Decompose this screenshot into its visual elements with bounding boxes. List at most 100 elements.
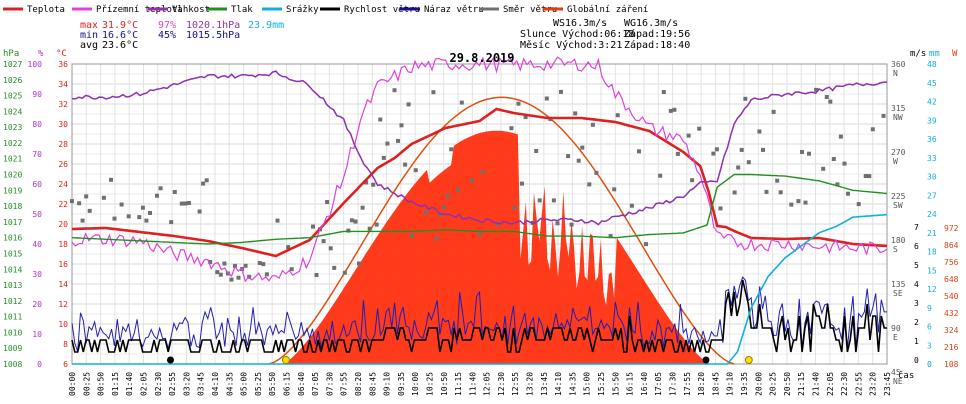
- wind-direction-point: [587, 182, 592, 187]
- pressure-tick-label: 1021: [3, 155, 22, 164]
- radiation-tick-label: 756: [944, 258, 959, 267]
- legend-label: Směr větru: [503, 5, 557, 15]
- stats-panel: max 31.9°C 97% 1020.1hPa 23.9mm min 16.6…: [80, 20, 284, 51]
- legend-label: Přízemní teplota: [96, 5, 183, 15]
- radiation-tick-label: 864: [944, 241, 959, 250]
- wind-direction-point: [668, 108, 673, 113]
- series-line-teplota: [71, 107, 888, 258]
- wind-direction-point: [675, 151, 680, 156]
- wind-direction-point: [236, 275, 241, 280]
- rain-tick-label: 27: [927, 191, 937, 200]
- wind-direction-point: [172, 190, 177, 194]
- legend-label: Globální záření: [567, 5, 648, 15]
- direction-tick-compass: S: [893, 245, 898, 254]
- time-tick-label: 16:15: [626, 372, 635, 396]
- temperature-tick-label: 16: [58, 260, 68, 269]
- info-ws: WS16.3m/s: [553, 18, 607, 29]
- direction-tick-label: 135: [891, 280, 906, 289]
- time-tick-label: 21:40: [812, 372, 821, 396]
- temperature-tick-label: 32: [58, 100, 68, 109]
- wind-tick-label: 6: [914, 242, 919, 251]
- stat-max-rain: 23.9mm: [248, 20, 284, 31]
- wind-direction-point: [736, 165, 741, 170]
- wind-direction-point: [686, 133, 691, 138]
- time-tick-label: 12:30: [497, 372, 506, 396]
- wind-direction-point: [438, 213, 443, 217]
- rain-tick-label: 6: [927, 323, 932, 332]
- wind-direction-point: [378, 117, 383, 122]
- time-tick-label: 10:50: [440, 372, 449, 396]
- wind-direction-point: [838, 134, 843, 139]
- time-tick-label: 17:55: [683, 372, 692, 396]
- wind-direction-point: [257, 261, 262, 265]
- wind-layer: [71, 276, 887, 353]
- rain-tick-label: 39: [927, 116, 937, 125]
- radiation-tick-label: 432: [944, 309, 959, 318]
- humidity-tick-label: 20: [32, 300, 42, 309]
- wind-direction-point: [534, 149, 539, 153]
- temperature-tick-label: 12: [58, 300, 68, 309]
- wind-direction-point: [328, 246, 333, 251]
- humidity-tick-label: 40: [32, 240, 42, 249]
- wind-speed-line: [71, 279, 887, 353]
- direction-tick-label: 180: [891, 236, 906, 245]
- wind-direction-point: [431, 90, 436, 95]
- time-tick-label: 13:45: [540, 372, 549, 396]
- rain-tick-label: 12: [927, 285, 937, 294]
- rain-tick-label: 33: [927, 154, 937, 163]
- direction-tick-label: 45: [891, 368, 901, 377]
- time-tick-label: 22:30: [840, 372, 849, 396]
- radiation-tick-label: 972: [944, 224, 959, 233]
- direction-tick-label: 225: [891, 192, 906, 201]
- wind-direction-point: [445, 193, 450, 198]
- time-tick-label: 09:35: [397, 372, 406, 396]
- pressure-tick-label: 1012: [3, 297, 22, 306]
- wind-direction-point: [396, 138, 400, 143]
- time-tick-label: 17:30: [669, 372, 678, 396]
- rain-tick-label: 45: [927, 79, 937, 88]
- pressure-tick-label: 1022: [3, 139, 22, 148]
- time-tick-label: 11:15: [454, 372, 463, 396]
- wind-direction-point: [580, 145, 585, 150]
- humidity-tick-label: 50: [32, 210, 42, 219]
- time-tick-label: 08:20: [354, 372, 363, 396]
- pressure-tick-label: 1024: [3, 107, 22, 116]
- wind-direction-point: [126, 214, 131, 219]
- rain-tick-label: 18: [927, 248, 937, 257]
- wind-direction-point: [615, 113, 620, 118]
- wind-direction-point: [512, 205, 517, 210]
- wind-direction-point: [757, 129, 762, 134]
- humidity-tick-label: 0: [37, 360, 42, 369]
- wind-direction-point: [208, 260, 213, 264]
- wind-direction-point: [796, 199, 801, 204]
- humidity-tick-label: 80: [32, 120, 42, 129]
- wind-direction-point: [608, 234, 613, 239]
- wind-direction-point: [204, 178, 209, 183]
- time-tick-label: 11:40: [468, 372, 477, 396]
- time-tick-label: 23:45: [883, 372, 892, 396]
- legend-label: Tlak: [231, 5, 253, 15]
- wind-direction-point: [374, 222, 379, 227]
- time-tick-label: 18:20: [697, 372, 706, 396]
- wind-direction-point: [148, 211, 152, 215]
- wind-direction-point: [442, 205, 447, 210]
- series-line-vlhkost: [71, 70, 888, 226]
- info-sun-set: Západ:19:56: [624, 28, 690, 40]
- time-tick-label: 13:20: [526, 372, 535, 396]
- wind-direction-point: [367, 226, 372, 231]
- radiation-theoretical-line: [268, 96, 735, 365]
- wind-direction-point: [410, 234, 415, 238]
- direction-tick-compass: E: [893, 333, 898, 342]
- time-tick-label: 06:15: [282, 372, 291, 396]
- series-line-prizemni-teplota: [71, 56, 888, 283]
- wind-direction-point: [824, 95, 829, 99]
- wind-direction-point: [831, 157, 836, 161]
- time-tick-label: 16:40: [640, 372, 649, 396]
- time-tick-label: 03:20: [182, 372, 191, 396]
- wind-direction-point: [360, 205, 365, 210]
- temperature-tick-label: 20: [58, 220, 68, 229]
- time-tick-label: 12:05: [483, 372, 492, 396]
- wind-direction-point: [197, 209, 202, 214]
- wind-direction-point: [800, 150, 804, 154]
